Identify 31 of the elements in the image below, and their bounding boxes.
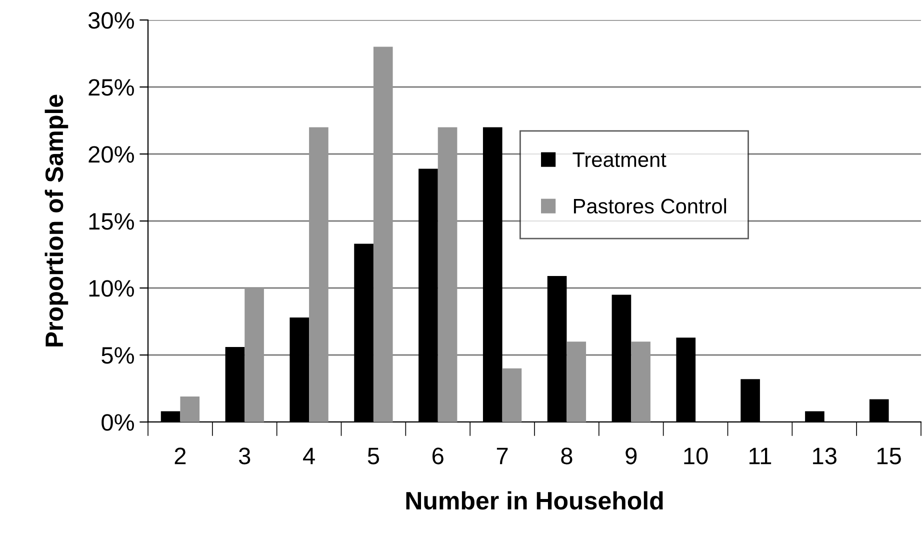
x-tick-label: 4 [303, 448, 315, 464]
x-tick-label: 6 [432, 448, 444, 464]
y-axis-title: Proportion of Sample [44, 94, 68, 346]
y-tick-label: 15% [89, 213, 134, 230]
x-tick-label: 8 [561, 448, 572, 464]
bar [631, 342, 650, 422]
y-tick-label: 10% [89, 280, 134, 297]
x-tick-label: 15 [877, 448, 901, 464]
legend-label: Treatment [572, 152, 666, 168]
bar [502, 368, 522, 422]
x-tick-label: 11 [750, 448, 772, 464]
bar [244, 288, 264, 422]
x-tick-label: 2 [174, 448, 186, 464]
y-tick-label: 30% [88, 12, 134, 29]
x-tick-label: 3 [238, 448, 250, 464]
bar [309, 127, 328, 422]
y-tick-label: 0% [102, 414, 134, 431]
y-tick-label: 25% [88, 79, 134, 96]
x-axis-title: Number in Household [406, 491, 663, 510]
x-tick-label: 7 [496, 448, 508, 464]
bar [373, 46, 393, 422]
x-tick-label: 13 [813, 448, 836, 464]
bar [566, 342, 586, 422]
bar [438, 127, 458, 422]
bar [180, 396, 200, 422]
y-tick-label: 20% [88, 146, 134, 163]
x-tick-label: 5 [368, 448, 380, 464]
x-tick-label: 9 [626, 448, 637, 464]
y-tick-label: 5% [102, 347, 134, 364]
x-tick-label: 10 [684, 448, 708, 464]
legend-label: Pastores Control [574, 198, 726, 214]
